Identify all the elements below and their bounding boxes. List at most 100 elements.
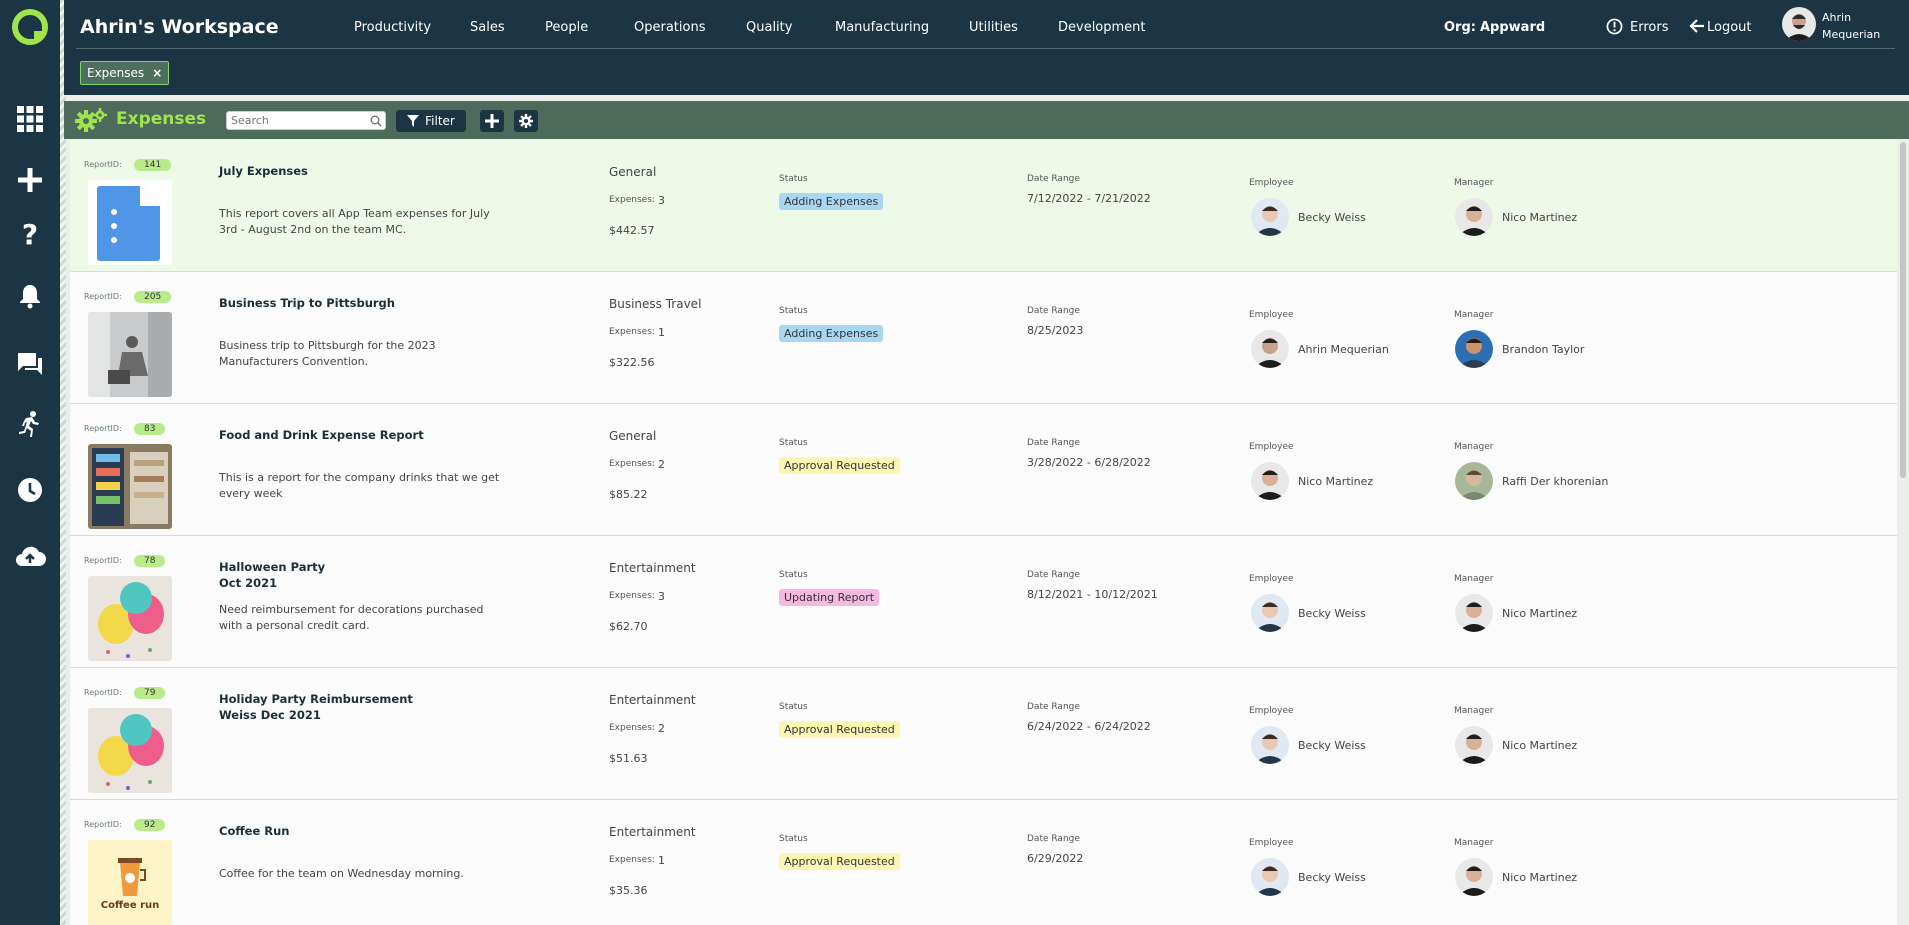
manager-label: Manager [1454, 838, 1494, 848]
report-title[interactable]: Halloween Party Oct 2021 [219, 560, 326, 590]
report-row[interactable]: ReportID: 205 Business Trip to Pittsburg… [70, 272, 1897, 404]
search-icon[interactable] [370, 115, 382, 127]
report-category: Entertainment [609, 561, 696, 575]
report-thumbnail[interactable]: Coffee run [88, 840, 172, 925]
filter-label: Filter [425, 114, 455, 128]
date-range-value: 6/29/2022 [1027, 852, 1084, 865]
report-thumbnail[interactable] [88, 444, 172, 529]
expenses-label: Expenses: [609, 195, 655, 205]
report-row[interactable]: ReportID: 92 Coffee run Coffee Run Coffe… [70, 800, 1897, 925]
workspace-title: Ahrin's Workspace [80, 16, 279, 38]
report-id-badge: 205 [134, 291, 172, 303]
user-name-last[interactable]: Mequerian [1822, 28, 1881, 41]
cloud-upload-icon[interactable] [14, 540, 46, 572]
report-title[interactable]: July Expenses [219, 164, 308, 178]
report-amount: $35.36 [609, 884, 648, 897]
report-row[interactable]: ReportID: 78 Halloween Party Oct 2021 Ne… [70, 536, 1897, 668]
clock-icon[interactable] [14, 474, 46, 506]
employee-avatar [1251, 330, 1289, 368]
tab-label: Expenses [87, 66, 145, 80]
menu-sales[interactable]: Sales [470, 20, 505, 35]
expenses-label: Expenses: [609, 855, 655, 865]
gear-icon [519, 114, 533, 128]
logout-link[interactable]: Logout [1707, 20, 1752, 35]
gears-icon [75, 108, 107, 132]
menu-quality[interactable]: Quality [746, 20, 793, 35]
org-value[interactable]: Appward [1480, 20, 1546, 35]
add-report-button[interactable] [480, 110, 504, 132]
menu-development[interactable]: Development [1058, 20, 1146, 35]
report-thumbnail[interactable] [88, 576, 172, 661]
report-thumbnail[interactable] [88, 708, 172, 793]
scrollbar[interactable] [1900, 142, 1906, 478]
settings-button[interactable] [514, 110, 538, 132]
user-avatar[interactable] [1782, 7, 1816, 41]
report-title[interactable]: Business Trip to Pittsburgh [219, 296, 395, 310]
report-id-badge: 92 [134, 819, 166, 831]
menu-productivity[interactable]: Productivity [354, 20, 432, 35]
report-thumbnail[interactable] [88, 180, 172, 265]
manager-label: Manager [1454, 310, 1494, 320]
employee-label: Employee [1249, 706, 1294, 716]
tab-expenses[interactable]: Expenses × [80, 61, 170, 85]
report-id-label: ReportID: [84, 292, 122, 301]
filter-icon [407, 115, 420, 127]
app-logo-icon[interactable] [12, 9, 48, 45]
expenses-label: Expenses: [609, 327, 655, 337]
error-icon[interactable] [1606, 18, 1623, 39]
report-category: Entertainment [609, 693, 696, 707]
help-icon[interactable]: ? [21, 217, 39, 251]
page-title: Expenses [116, 109, 207, 129]
thumbnail-caption: Coffee run [100, 900, 160, 911]
report-id-label: ReportID: [84, 820, 122, 829]
menu-manufacturing[interactable]: Manufacturing [835, 20, 930, 35]
manager-avatar [1455, 198, 1493, 236]
chat-icon[interactable] [14, 348, 46, 380]
manager-name: Raffi Der khorenian [1502, 475, 1609, 488]
search-input[interactable] [226, 111, 386, 130]
report-title[interactable]: Food and Drink Expense Report [219, 428, 424, 442]
report-title[interactable]: Coffee Run [219, 824, 290, 838]
date-range-value: 3/28/2022 - 6/28/2022 [1027, 456, 1151, 469]
employee-name: Becky Weiss [1298, 871, 1366, 884]
menu-people[interactable]: People [545, 20, 589, 35]
manager-name: Nico Martinez [1502, 211, 1578, 224]
employee-name: Ahrin Mequerian [1298, 343, 1389, 356]
user-name-first[interactable]: Ahrin [1822, 11, 1852, 24]
report-description: Need reimbursement for decorations purch… [219, 603, 484, 632]
date-range-label: Date Range [1027, 438, 1080, 448]
report-row[interactable]: ReportID: 79 Holiday Party Reimbursement… [70, 668, 1897, 800]
date-range-label: Date Range [1027, 702, 1080, 712]
report-amount: $442.57 [609, 224, 655, 237]
left-sidebar: ? [0, 0, 60, 925]
date-range-value: 8/12/2021 - 10/12/2021 [1027, 588, 1158, 601]
expenses-count: 1 [658, 326, 665, 339]
close-icon[interactable]: × [152, 66, 163, 80]
bell-icon[interactable] [14, 280, 46, 312]
manager-label: Manager [1454, 574, 1494, 584]
status-badge: Adding Expenses [779, 325, 884, 342]
menu-utilities[interactable]: Utilities [969, 20, 1018, 35]
report-id-badge: 141 [134, 159, 172, 171]
report-row[interactable]: ReportID: 141 July Expenses This report … [70, 140, 1897, 272]
plus-icon[interactable] [14, 164, 46, 196]
report-title[interactable]: Holiday Party Reimbursement Weiss Dec 20… [219, 692, 413, 722]
report-description: Coffee for the team on Wednesday morning… [219, 867, 464, 880]
filter-button[interactable]: Filter [396, 110, 466, 132]
manager-name: Nico Martinez [1502, 739, 1578, 752]
report-thumbnail[interactable] [88, 312, 172, 397]
employee-avatar [1251, 462, 1289, 500]
date-range-label: Date Range [1027, 570, 1080, 580]
employee-avatar [1251, 858, 1289, 896]
menu-operations[interactable]: Operations [634, 20, 706, 35]
status-badge: Approval Requested [779, 457, 900, 474]
manager-name: Nico Martinez [1502, 871, 1578, 884]
errors-link[interactable]: Errors [1630, 20, 1669, 35]
apps-grid-icon[interactable] [14, 103, 46, 135]
report-id-label: ReportID: [84, 556, 122, 565]
arrow-left-icon[interactable] [1689, 18, 1705, 38]
date-range-value: 7/12/2022 - 7/21/2022 [1027, 192, 1151, 205]
date-range-label: Date Range [1027, 834, 1080, 844]
running-person-icon[interactable] [14, 408, 46, 440]
report-row[interactable]: ReportID: 83 Food and Drink Expense Repo… [70, 404, 1897, 536]
